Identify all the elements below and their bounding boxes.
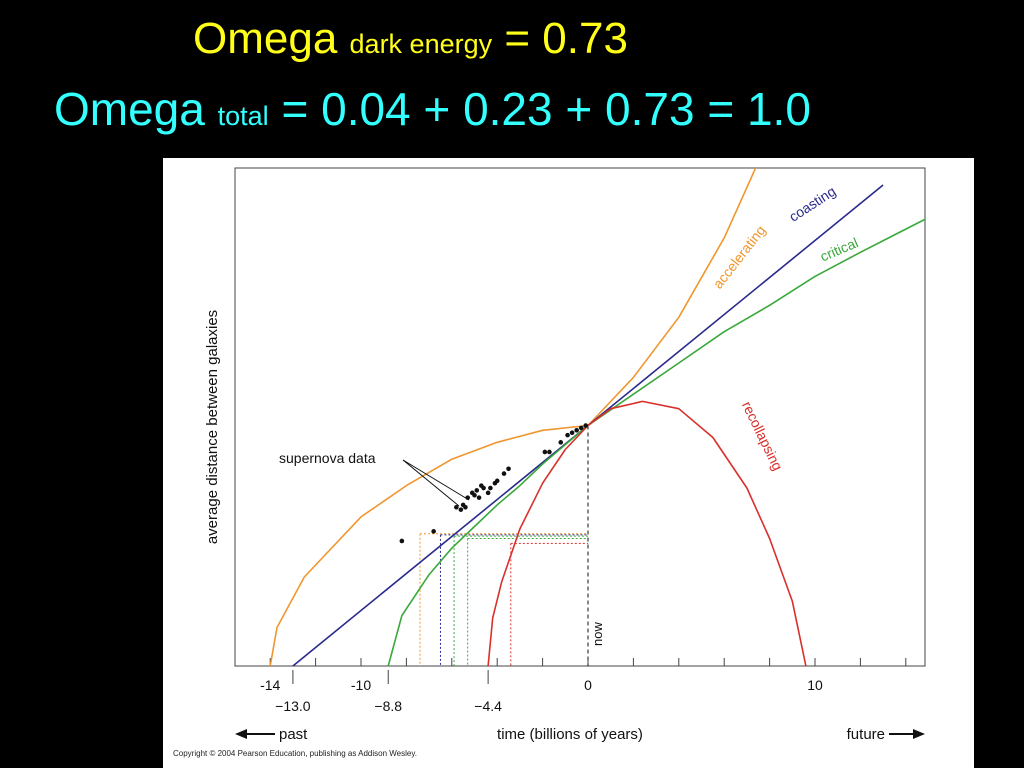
series-line-critical	[387, 218, 925, 666]
supernova-point	[569, 430, 575, 436]
now-label: now	[590, 622, 605, 646]
supernova-point	[506, 466, 511, 472]
omega-subscript: dark energy	[349, 29, 493, 59]
supernova-point	[476, 495, 482, 500]
supernova-point	[474, 488, 480, 493]
future-label: future	[847, 726, 885, 743]
x-tick-label: 10	[807, 677, 823, 693]
expansion-chart: -14 -10 0 10 −13.0 −8.8 −4.4 time (billions of …	[204, 167, 926, 743]
omega-value: = 0.73	[504, 14, 628, 63]
x-tick-label-secondary: −4.4	[474, 698, 502, 714]
x-tick-label-secondary: −8.8	[374, 698, 402, 714]
supernova-point	[494, 478, 500, 484]
supernova-point	[565, 432, 570, 438]
omega-label: Omega	[54, 83, 205, 135]
x-axis-title: time (billions of years)	[497, 726, 643, 743]
x-tick-label: 0	[584, 677, 592, 693]
supernova-point	[472, 492, 477, 498]
supernova-point	[485, 490, 491, 496]
series-label-accelerating: accelerating	[710, 222, 769, 291]
series-label-recollapsing: recollapsing	[739, 399, 786, 473]
supernova-point	[481, 485, 486, 491]
supernova-point	[501, 471, 507, 476]
supernova-label: supernova data	[279, 450, 376, 466]
series-label-critical: critical	[818, 234, 861, 264]
supernova-point	[488, 485, 493, 491]
y-axis-title: average distance between galaxies	[204, 310, 221, 544]
x-tick-label: -14	[260, 677, 280, 693]
plot-frame	[234, 167, 926, 667]
supernova-point	[454, 504, 459, 510]
title-line-dark-energy: Omega dark energy = 0.73	[193, 14, 1024, 64]
x-tick-label-secondary: −13.0	[275, 698, 311, 714]
supernova-leader-line	[402, 459, 460, 507]
supernova-point	[547, 449, 552, 455]
supernova-point	[583, 423, 589, 428]
supernova-point	[578, 425, 584, 431]
supernova-point	[399, 538, 405, 544]
supernova-point	[574, 428, 579, 433]
series-label-coasting: coasting	[786, 183, 838, 225]
series-line-accelerating	[269, 168, 757, 666]
supernova-leader-line	[402, 459, 470, 501]
figure-panel: -14 -10 0 10 −13.0 −8.8 −4.4 time (billions of …	[163, 158, 974, 768]
past-label: past	[279, 726, 308, 743]
supernova-point	[463, 504, 468, 510]
supernova-point	[542, 449, 548, 455]
copyright-notice: Copyright © 2004 Pearson Education, publ…	[173, 749, 417, 758]
future-arrow-icon	[913, 729, 925, 739]
series-line-recollapsing	[487, 400, 807, 666]
supernova-point	[458, 507, 464, 512]
x-tick-label: -10	[351, 677, 371, 693]
past-arrow-icon	[235, 729, 247, 739]
supernova-point	[431, 529, 436, 534]
omega-label: Omega	[193, 14, 338, 63]
omega-value: = 0.04 + 0.23 + 0.73 = 1.0	[281, 83, 811, 135]
omega-subscript: total	[217, 101, 269, 131]
title-line-total: Omega total = 0.04 + 0.23 + 0.73 = 1.0	[54, 82, 1024, 136]
supernova-point	[558, 440, 564, 445]
